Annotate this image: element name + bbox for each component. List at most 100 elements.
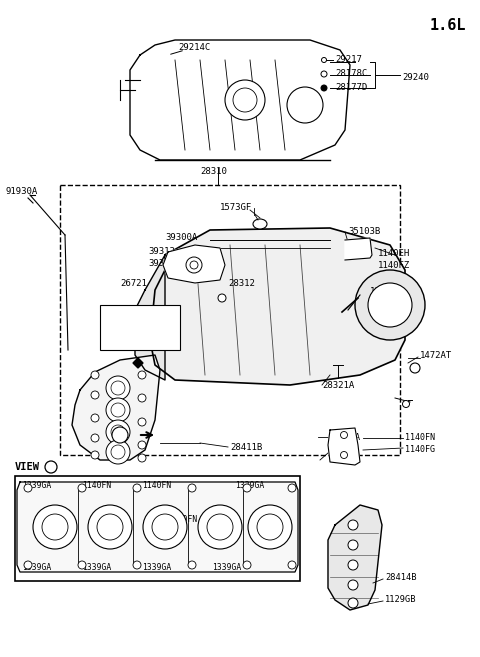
Circle shape [348,560,358,570]
Circle shape [218,294,226,302]
Text: 91930A: 91930A [5,187,37,196]
Circle shape [143,505,187,549]
Text: 28316A: 28316A [330,449,360,457]
Circle shape [340,451,348,459]
Circle shape [368,283,412,327]
Bar [60,185,400,455]
Text: 28321A: 28321A [322,380,354,390]
Circle shape [91,391,99,399]
Text: 1472AZ: 1472AZ [103,334,134,342]
Ellipse shape [253,219,267,229]
Text: 29240: 29240 [402,72,429,81]
Text: 1339GA: 1339GA [330,432,360,442]
Text: 39300A: 39300A [165,233,197,242]
Text: 1151CJ: 1151CJ [370,288,402,296]
Text: 1339GA: 1339GA [22,480,51,489]
Text: A: A [48,463,54,472]
Circle shape [138,394,146,402]
Text: 29214C: 29214C [178,43,210,51]
Polygon shape [72,355,160,460]
Circle shape [106,398,130,422]
Circle shape [190,261,198,269]
Circle shape [33,505,77,549]
Polygon shape [345,238,372,260]
Circle shape [322,58,326,62]
Circle shape [348,520,358,530]
Text: 1573GF: 1573GF [220,204,252,212]
Text: 29217: 29217 [335,55,362,64]
Circle shape [257,514,283,540]
Circle shape [225,80,265,120]
Polygon shape [328,505,382,610]
Text: 28310: 28310 [200,168,227,177]
Circle shape [233,88,257,112]
Circle shape [111,425,125,439]
Text: 1.6L: 1.6L [430,18,467,33]
Circle shape [111,403,125,417]
Text: 28312: 28312 [228,279,255,288]
Circle shape [78,484,86,492]
Circle shape [24,484,32,492]
Circle shape [91,371,99,379]
Text: 39313: 39313 [148,258,175,267]
Circle shape [288,561,296,569]
Polygon shape [130,40,350,160]
Circle shape [138,441,146,449]
Circle shape [112,427,128,443]
Text: 1472AV: 1472AV [103,309,134,319]
Circle shape [133,484,141,492]
Circle shape [91,414,99,422]
Text: 28411B: 28411B [230,443,262,453]
Text: 1140FN: 1140FN [405,434,435,443]
Circle shape [88,505,132,549]
Circle shape [138,454,146,462]
Circle shape [243,561,251,569]
Circle shape [348,540,358,550]
Text: 39313: 39313 [148,248,175,256]
Circle shape [133,561,141,569]
Text: 1472AT: 1472AT [420,350,452,359]
Circle shape [188,561,196,569]
Circle shape [348,580,358,590]
Circle shape [106,440,130,464]
Circle shape [288,484,296,492]
Circle shape [198,505,242,549]
Polygon shape [163,245,225,283]
Circle shape [138,371,146,379]
Text: 1129GB: 1129GB [385,595,417,604]
Circle shape [287,87,323,123]
Circle shape [152,514,178,540]
Circle shape [91,434,99,442]
Circle shape [111,381,125,395]
Circle shape [321,71,327,77]
Circle shape [78,561,86,569]
Text: 28178C: 28178C [335,70,367,78]
Circle shape [91,451,99,459]
Circle shape [403,401,409,407]
Text: A: A [117,430,123,440]
Circle shape [248,505,292,549]
Circle shape [207,514,233,540]
Circle shape [410,363,420,373]
Text: 35103B: 35103B [348,227,380,237]
Circle shape [243,484,251,492]
Circle shape [138,418,146,426]
Polygon shape [17,482,298,572]
Circle shape [321,85,327,91]
Text: 1339GA: 1339GA [235,480,264,489]
Circle shape [355,270,425,340]
Text: 1140EH: 1140EH [378,250,410,258]
Text: 1140FN: 1140FN [142,480,171,489]
Polygon shape [328,428,360,465]
Text: 1339GA: 1339GA [142,564,171,572]
Bar [15,476,300,581]
Circle shape [186,257,202,273]
Polygon shape [150,228,405,385]
Circle shape [42,514,68,540]
Text: 28177D: 28177D [335,83,367,93]
Circle shape [348,598,358,608]
Circle shape [188,484,196,492]
Text: 1140FZ: 1140FZ [378,261,410,271]
Circle shape [111,445,125,459]
Circle shape [340,432,348,438]
